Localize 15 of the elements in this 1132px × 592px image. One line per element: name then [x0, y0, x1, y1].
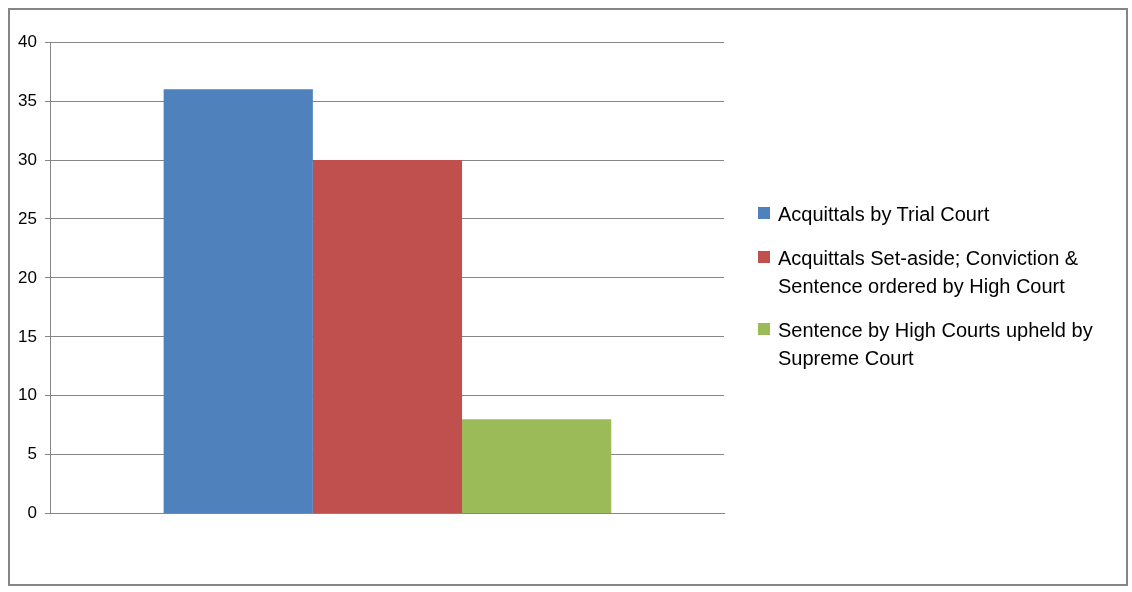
bar [163, 89, 313, 514]
legend-label: Sentence by High Courts upheld by Supreme Court [778, 318, 1094, 371]
bar [462, 419, 612, 514]
y-tick-label: 35 [17, 90, 37, 110]
y-tick-label: 5 [27, 444, 37, 464]
y-tick-label: 25 [17, 208, 37, 228]
y-tick-label: 20 [17, 267, 37, 287]
legend-label: Acquittals by Trial Court [778, 202, 990, 227]
y-tick-label: 30 [17, 149, 37, 169]
y-tick-label: 40 [17, 31, 37, 51]
legend-label: Acquittals Set-aside; Conviction & Sentence ordered by High Court [778, 246, 1080, 299]
bar [312, 160, 463, 514]
y-tick-label: 0 [27, 503, 37, 523]
y-tick-label: 10 [17, 385, 37, 405]
y-tick-label: 15 [17, 326, 37, 346]
